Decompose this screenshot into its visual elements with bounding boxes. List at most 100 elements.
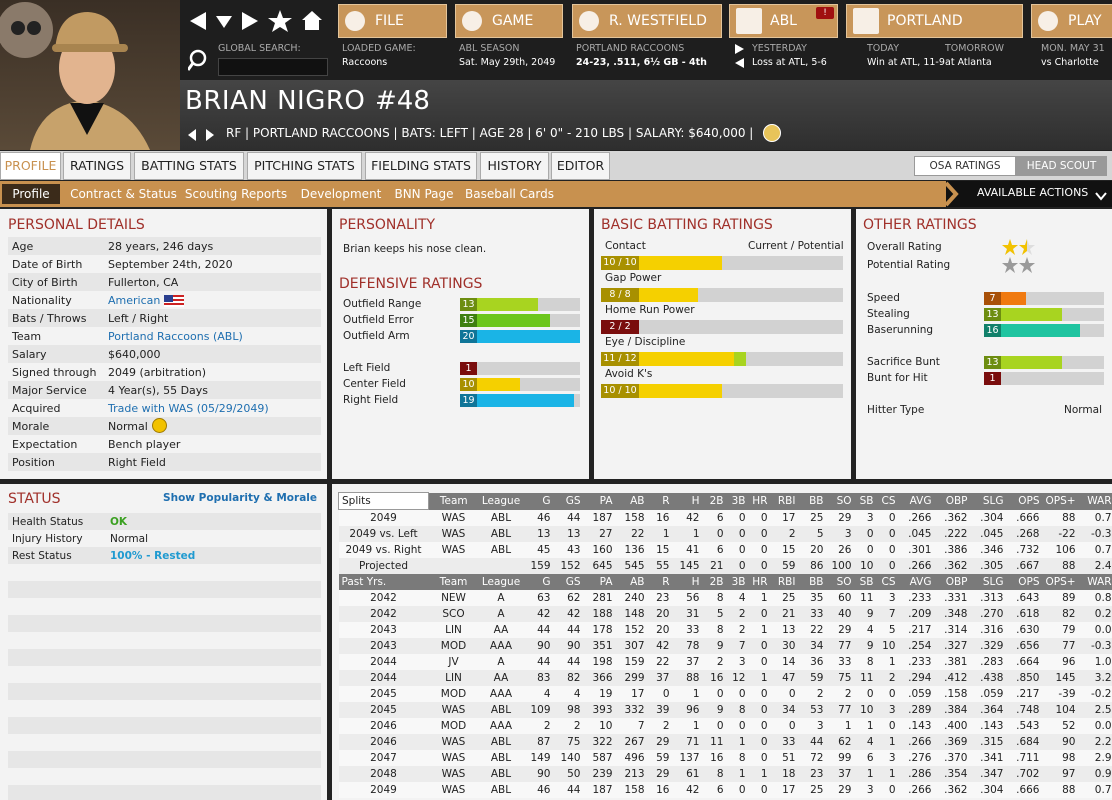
header-cell[interactable]: H: [691, 495, 700, 507]
header-cell[interactable]: OPS+: [1045, 576, 1076, 588]
nav-icons[interactable]: [188, 8, 328, 34]
stats-cell: .748: [1016, 704, 1040, 716]
stats-cell: 322: [592, 736, 613, 748]
nav-button[interactable]: FILE: [338, 4, 447, 38]
nav-button-label: FILE: [375, 13, 404, 29]
header-cell[interactable]: OBP: [945, 576, 968, 588]
header-cell[interactable]: RBI: [777, 495, 796, 507]
header-cell[interactable]: G: [542, 576, 551, 588]
header-cell[interactable]: CS: [881, 495, 896, 507]
status-row: [8, 700, 321, 717]
header-cell[interactable]: AB: [630, 576, 645, 588]
header-cell[interactable]: G: [542, 495, 551, 507]
header-cell[interactable]: Team: [439, 576, 468, 588]
stats-cell: [429, 558, 479, 574]
header-cell[interactable]: Splits: [338, 492, 429, 510]
stats-cell: WAS: [441, 511, 466, 524]
subtab[interactable]: Development: [300, 187, 382, 201]
search-input[interactable]: [218, 58, 328, 76]
nav-button[interactable]: PLAY: [1031, 4, 1112, 38]
header-cell[interactable]: OPS: [1018, 576, 1040, 588]
tab[interactable]: PITCHING STATS: [247, 152, 362, 180]
header-cell[interactable]: HR: [752, 576, 768, 588]
stats-cell: 50: [567, 768, 581, 780]
stats-cell: 178: [592, 624, 613, 636]
subtab[interactable]: Contract & Status: [70, 187, 177, 201]
search-icon[interactable]: [188, 48, 212, 74]
header-cell[interactable]: R: [662, 576, 670, 588]
stats-cell: 44: [810, 736, 824, 748]
stats-cell: 90: [537, 640, 551, 652]
header-cell[interactable]: BB: [809, 576, 824, 588]
header-cell[interactable]: CS: [881, 576, 896, 588]
rating-value: 13: [984, 308, 1001, 321]
header-cell[interactable]: OPS+: [1045, 495, 1076, 507]
header-cell[interactable]: AVG: [909, 495, 932, 507]
header-cell[interactable]: SO: [836, 495, 852, 507]
header-cell[interactable]: BB: [809, 495, 824, 507]
day-arrows[interactable]: [733, 42, 745, 70]
stats-cell: 22: [810, 624, 824, 636]
header-cell[interactable]: SLG: [982, 576, 1004, 588]
header-cell[interactable]: 2B: [709, 576, 724, 588]
header-cell[interactable]: AB: [630, 495, 645, 507]
header-cell[interactable]: Team: [439, 495, 468, 507]
header-cell[interactable]: SB: [859, 576, 874, 588]
stats-row: 2044 LIN AA 83 82 366 299 37 88 16 12 1 47 59 75 11 2 .29…: [338, 670, 1112, 686]
header-cell[interactable]: OBP: [945, 495, 968, 507]
subtab[interactable]: Scouting Reports: [184, 187, 288, 201]
header-cell[interactable]: HR: [752, 495, 768, 507]
stats-cell: .266: [908, 560, 932, 572]
header-cell[interactable]: League: [481, 495, 521, 507]
header-cell[interactable]: PA: [599, 495, 613, 507]
detail-row: [8, 363, 321, 381]
header-cell[interactable]: 3B: [731, 495, 746, 507]
stats-cell: ABL: [490, 736, 512, 748]
header-cell[interactable]: 2B: [709, 495, 724, 507]
subtab[interactable]: BNN Page: [394, 187, 454, 201]
header-cell[interactable]: OPS: [1018, 495, 1040, 507]
header-cell[interactable]: SO: [836, 576, 852, 588]
tab[interactable]: EDITOR: [551, 152, 610, 180]
nav-button[interactable]: GAME: [455, 4, 563, 38]
stats-row: 2048 WAS ABL 90 50 239 213 29 61 8 1 1 18 23 37 1 1 .286.…: [338, 766, 1112, 782]
actions-button[interactable]: AVAILABLE ACTIONS: [977, 186, 1089, 199]
header-cell[interactable]: SB: [859, 495, 874, 507]
header-cell[interactable]: 3B: [731, 576, 746, 588]
nav-button[interactable]: R. WESTFIELD: [572, 4, 722, 38]
header-cell[interactable]: GS: [565, 576, 581, 588]
tab[interactable]: FIELDING STATS: [365, 152, 477, 180]
rating-value: 2 / 2: [601, 320, 639, 334]
detail-value[interactable]: Portland Raccoons (ABL): [108, 330, 243, 343]
subtab[interactable]: Profile: [2, 184, 60, 204]
tab[interactable]: RATINGS: [63, 152, 131, 180]
detail-value[interactable]: American: [108, 294, 161, 307]
header-cell[interactable]: WAR: [1087, 576, 1112, 588]
header-cell[interactable]: League: [481, 576, 521, 588]
tab[interactable]: BATTING STATS: [134, 152, 244, 180]
stats-cell: .732: [1016, 544, 1040, 556]
stats-cell: 187: [592, 511, 613, 524]
status-link[interactable]: Show Popularity & Morale: [163, 492, 317, 504]
stats-cell: 7: [637, 720, 645, 732]
status-row: [8, 768, 321, 785]
subtab[interactable]: Baseball Cards: [465, 187, 554, 201]
detail-value[interactable]: Trade with WAS (05/29/2049): [108, 402, 269, 415]
header-cell[interactable]: PA: [599, 576, 613, 588]
header-cell[interactable]: R: [662, 495, 670, 507]
bar-track: [460, 362, 580, 375]
toggle[interactable]: OSA RATINGS: [914, 156, 1016, 176]
tab[interactable]: PROFILE: [0, 152, 61, 180]
player-arrows[interactable]: [187, 126, 217, 141]
header-cell[interactable]: GS: [565, 495, 581, 507]
header-cell[interactable]: WAR: [1087, 495, 1112, 507]
header-cell[interactable]: SLG: [982, 495, 1004, 507]
rating-bar: [460, 298, 538, 311]
header-cell[interactable]: H: [691, 576, 700, 588]
header-cell[interactable]: RBI: [777, 576, 796, 588]
nav-button[interactable]: PORTLAND: [846, 4, 1023, 38]
tab[interactable]: HISTORY: [480, 152, 549, 180]
toggle[interactable]: HEAD SCOUT: [1016, 156, 1107, 176]
stats-cell: 8: [716, 768, 724, 780]
header-cell[interactable]: AVG: [909, 576, 932, 588]
